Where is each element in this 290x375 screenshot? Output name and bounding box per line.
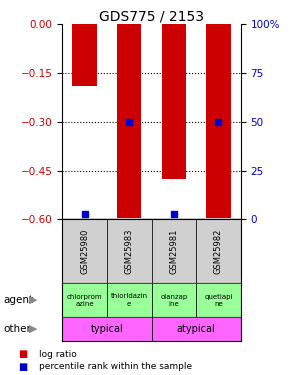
Text: thioridazin
e: thioridazin e xyxy=(111,294,148,306)
Bar xyxy=(62,219,107,283)
Bar xyxy=(206,24,231,218)
Text: other: other xyxy=(3,324,31,334)
Bar xyxy=(196,219,241,283)
Text: ▶: ▶ xyxy=(29,324,38,334)
Bar xyxy=(107,283,151,317)
Text: ■: ■ xyxy=(19,362,28,372)
Text: atypical: atypical xyxy=(177,324,215,334)
Bar xyxy=(151,283,196,317)
Bar xyxy=(162,24,186,179)
Bar xyxy=(117,24,142,218)
Text: GSM25982: GSM25982 xyxy=(214,228,223,274)
Bar xyxy=(62,317,151,341)
Text: agent: agent xyxy=(3,295,33,305)
Text: log ratio: log ratio xyxy=(39,350,77,359)
Text: GSM25980: GSM25980 xyxy=(80,228,89,274)
Text: chlorprom
azine: chlorprom azine xyxy=(67,294,102,306)
Text: typical: typical xyxy=(90,324,123,334)
Text: quetiapi
ne: quetiapi ne xyxy=(204,294,233,306)
Bar xyxy=(62,283,107,317)
Text: GSM25983: GSM25983 xyxy=(125,228,134,274)
Bar xyxy=(72,24,97,86)
Text: percentile rank within the sample: percentile rank within the sample xyxy=(39,362,192,371)
Text: ■: ■ xyxy=(19,350,28,359)
Text: olanzap
ine: olanzap ine xyxy=(160,294,187,306)
Bar xyxy=(151,219,196,283)
Bar xyxy=(107,219,151,283)
Title: GDS775 / 2153: GDS775 / 2153 xyxy=(99,9,204,23)
Bar xyxy=(196,283,241,317)
Bar xyxy=(151,317,241,341)
Text: GSM25981: GSM25981 xyxy=(169,228,178,274)
Text: ▶: ▶ xyxy=(29,295,38,305)
